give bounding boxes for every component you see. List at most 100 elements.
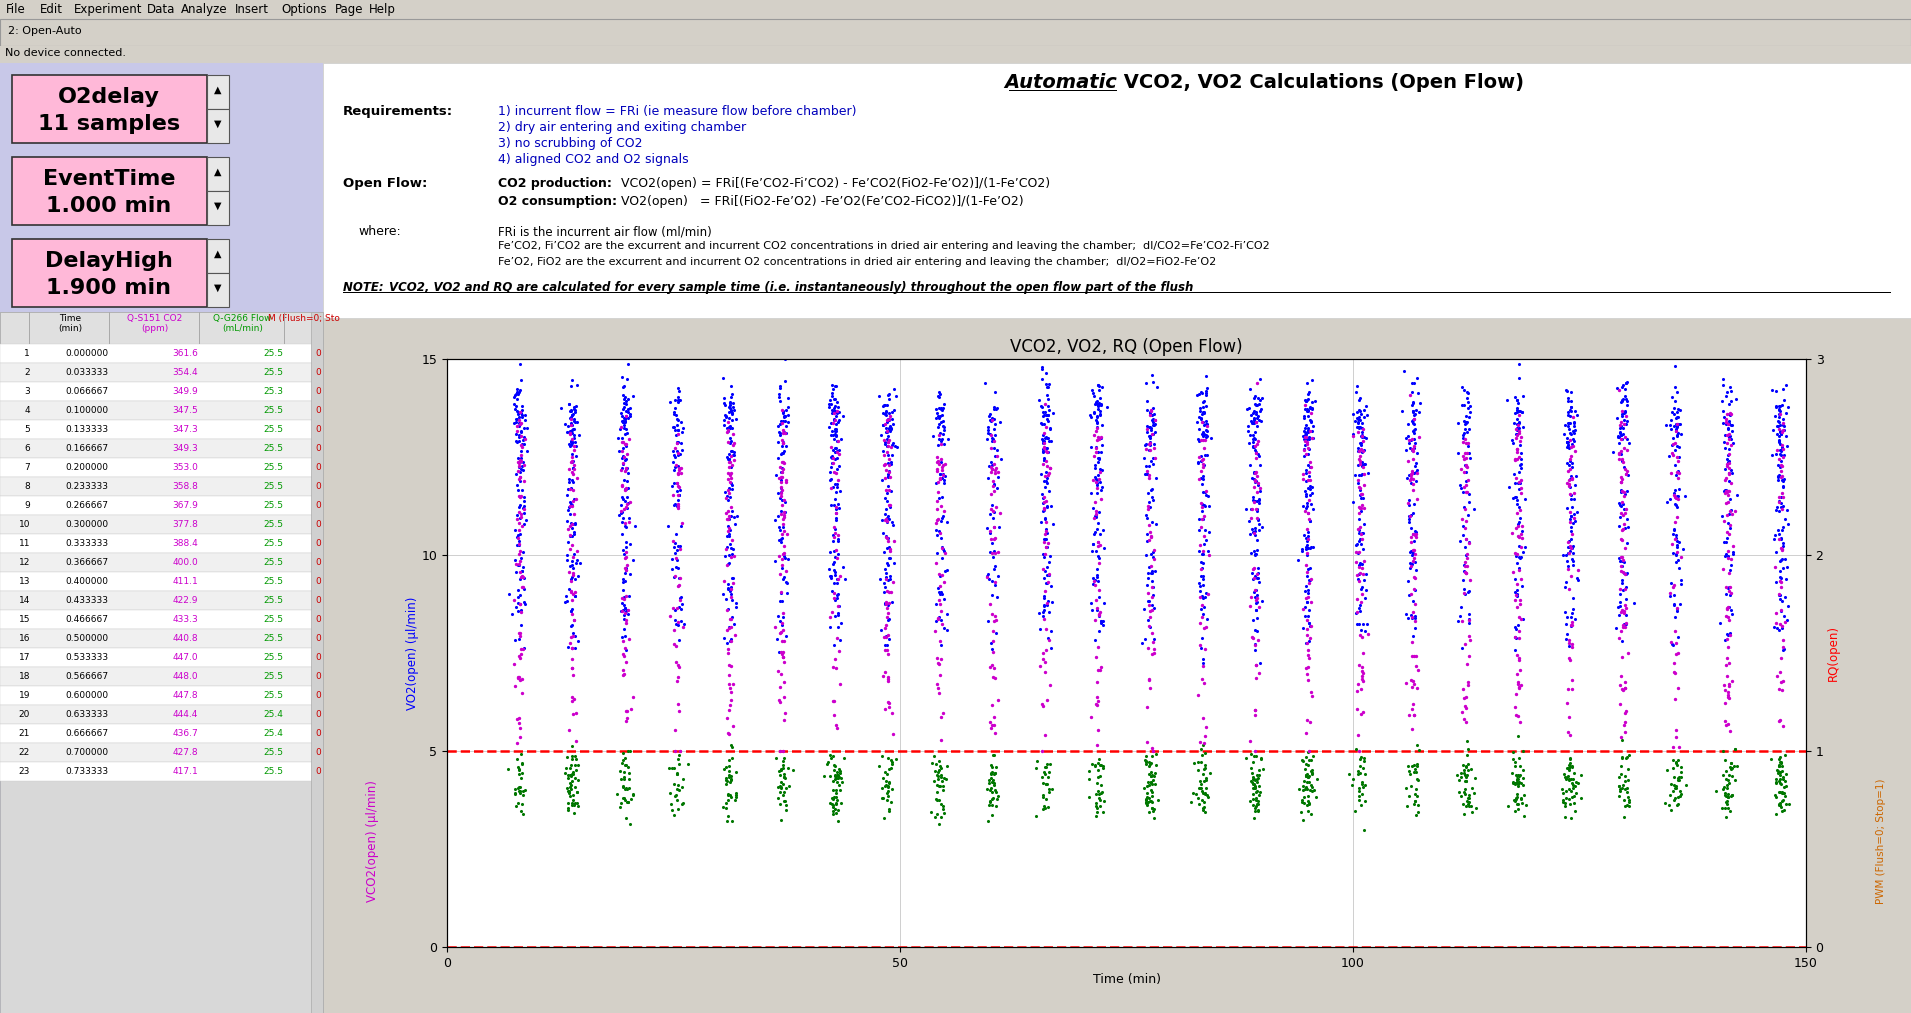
Point bbox=[925, 454, 956, 470]
Point bbox=[1391, 798, 1422, 814]
Point bbox=[1768, 785, 1798, 801]
Point bbox=[927, 508, 957, 524]
Point bbox=[770, 796, 801, 812]
Point bbox=[1663, 417, 1693, 434]
Point bbox=[1347, 760, 1378, 776]
Point bbox=[1502, 795, 1533, 811]
Point bbox=[1240, 592, 1271, 608]
Point bbox=[711, 487, 741, 503]
Point bbox=[1764, 532, 1794, 548]
Point bbox=[973, 613, 1003, 629]
Point bbox=[873, 550, 904, 566]
Point bbox=[1078, 543, 1108, 559]
Point bbox=[1710, 717, 1741, 733]
Point bbox=[1292, 774, 1322, 790]
Point bbox=[1074, 407, 1105, 423]
Point bbox=[612, 396, 642, 412]
Point bbox=[505, 783, 535, 799]
Point bbox=[506, 685, 537, 701]
Point bbox=[1764, 771, 1794, 787]
Point bbox=[1559, 421, 1590, 438]
Point bbox=[1133, 469, 1164, 485]
Point bbox=[556, 515, 587, 531]
Point bbox=[1080, 440, 1110, 456]
Point bbox=[1454, 408, 1485, 424]
Point bbox=[612, 602, 642, 618]
Point bbox=[615, 743, 646, 759]
Point bbox=[927, 431, 957, 447]
Point bbox=[1030, 407, 1061, 423]
Point bbox=[1712, 494, 1743, 511]
Point bbox=[1082, 568, 1112, 585]
Point bbox=[768, 435, 799, 451]
Point bbox=[1342, 384, 1372, 400]
Point bbox=[560, 517, 590, 533]
Point bbox=[1556, 479, 1586, 495]
Point bbox=[1447, 766, 1477, 782]
Point bbox=[1607, 452, 1638, 468]
Point bbox=[506, 563, 537, 579]
Point bbox=[868, 398, 898, 414]
Point bbox=[663, 487, 694, 503]
Point bbox=[778, 762, 808, 778]
Point bbox=[1032, 526, 1063, 542]
Point bbox=[1504, 550, 1535, 566]
Point bbox=[1189, 392, 1219, 408]
Point bbox=[925, 470, 956, 486]
Point bbox=[1397, 442, 1428, 458]
Point bbox=[768, 769, 799, 785]
Point bbox=[1032, 387, 1063, 403]
Point bbox=[1452, 747, 1483, 763]
Point bbox=[1298, 401, 1328, 417]
Point bbox=[554, 767, 585, 783]
Point bbox=[1502, 516, 1533, 532]
Point bbox=[1131, 791, 1162, 807]
Text: ▲: ▲ bbox=[214, 249, 222, 259]
Point bbox=[1397, 396, 1428, 412]
Point bbox=[556, 693, 587, 709]
Point bbox=[1766, 603, 1796, 619]
Point bbox=[1659, 489, 1689, 505]
Point bbox=[493, 761, 524, 777]
Point bbox=[713, 602, 743, 618]
Point bbox=[1449, 681, 1479, 697]
Point bbox=[1557, 498, 1588, 515]
Point bbox=[1298, 783, 1328, 799]
Point bbox=[870, 568, 900, 585]
Point bbox=[1187, 598, 1217, 614]
Point bbox=[1764, 681, 1794, 697]
Point bbox=[1611, 466, 1642, 482]
Point bbox=[715, 470, 745, 486]
Point bbox=[1603, 607, 1634, 623]
Point bbox=[975, 797, 1005, 813]
Point bbox=[1185, 411, 1215, 427]
Point bbox=[1663, 424, 1693, 441]
Point bbox=[818, 415, 848, 432]
Bar bbox=[0, 496, 323, 515]
Bar bbox=[0, 19, 1911, 46]
Point bbox=[1506, 480, 1536, 496]
Point bbox=[1504, 680, 1535, 696]
Point bbox=[717, 611, 747, 627]
Point bbox=[1290, 397, 1321, 413]
Point bbox=[1712, 506, 1743, 523]
Point bbox=[1135, 528, 1166, 544]
Point bbox=[1611, 408, 1642, 424]
Point bbox=[1609, 797, 1640, 813]
Point bbox=[921, 400, 952, 416]
Point bbox=[1552, 440, 1582, 456]
Point bbox=[556, 583, 587, 600]
Point bbox=[1661, 416, 1691, 433]
Point bbox=[604, 430, 634, 446]
Point bbox=[1556, 448, 1586, 464]
Point bbox=[1710, 656, 1741, 673]
Point bbox=[1708, 482, 1739, 498]
Point bbox=[814, 399, 845, 415]
Point bbox=[1022, 754, 1053, 770]
Point bbox=[1502, 417, 1533, 434]
Point bbox=[663, 479, 694, 495]
Point bbox=[1292, 594, 1322, 610]
Point bbox=[1663, 539, 1693, 555]
Point bbox=[1294, 646, 1324, 663]
Point bbox=[1349, 623, 1380, 639]
